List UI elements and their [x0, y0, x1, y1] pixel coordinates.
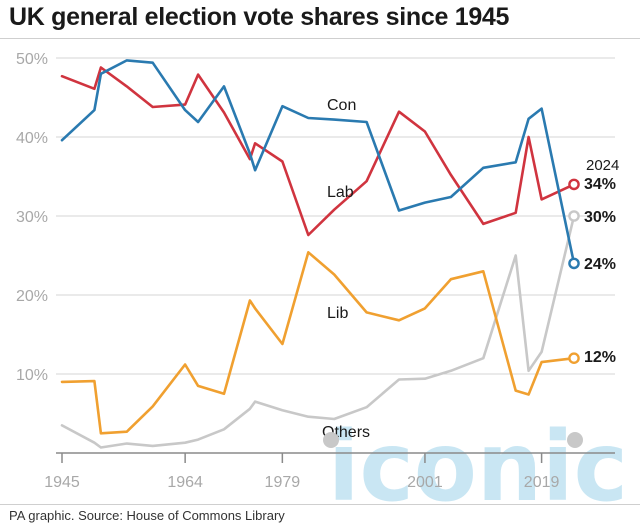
end-value-label-1: 30% — [584, 209, 616, 226]
end-point-con — [568, 257, 580, 270]
end-point-lab — [568, 178, 580, 191]
x-tick-label-1979: 1979 — [265, 474, 301, 491]
x-axis: 1945 1964 1979 2001 2019 — [44, 453, 559, 491]
source-note: PA graphic. Source: House of Commons Lib… — [9, 508, 285, 523]
watermark: iconic — [328, 411, 628, 504]
x-tick-label-1945: 1945 — [44, 474, 80, 491]
series-line-others — [60, 214, 576, 449]
y-tick-label-30: 30% — [16, 209, 48, 226]
bottom-divider — [0, 504, 640, 505]
x-tick-label-2001: 2001 — [407, 474, 443, 491]
vote-share-line-chart: iconic 10% 20% 30% 40% 50% 1945 1964 1979 2001 2… — [16, 51, 628, 504]
end-point-lib — [568, 352, 580, 365]
y-tick-label-40: 40% — [16, 130, 48, 147]
end-value-label-3: 12% — [584, 349, 616, 366]
top-divider — [0, 38, 640, 39]
series-label-lab: Lab — [327, 184, 354, 201]
x-tick-label-1964: 1964 — [167, 474, 203, 491]
end-year-label: 2024 — [586, 157, 619, 174]
end-value-label-2: 24% — [584, 256, 616, 273]
y-gridlines: 10% 20% 30% 40% 50% — [16, 51, 615, 454]
end-value-label-0: 34% — [584, 176, 616, 193]
iconic-watermark: iconic — [328, 411, 628, 504]
y-tick-label-50: 50% — [16, 51, 48, 68]
x-tick-label-2019: 2019 — [524, 474, 560, 491]
series-line-con — [60, 59, 576, 265]
y-tick-label-20: 20% — [16, 288, 48, 305]
series-line-lib — [60, 251, 576, 435]
chart-title: UK general election vote shares since 19… — [9, 3, 510, 31]
end-point-others — [568, 210, 580, 222]
y-tick-label-10: 10% — [16, 367, 48, 384]
series-lines — [60, 59, 580, 449]
series-line-lab — [60, 66, 576, 237]
series-label-con: Con — [327, 97, 356, 114]
others-dot-left — [323, 432, 339, 448]
series-label-lib: Lib — [327, 305, 348, 322]
others-dot-right — [567, 432, 583, 448]
